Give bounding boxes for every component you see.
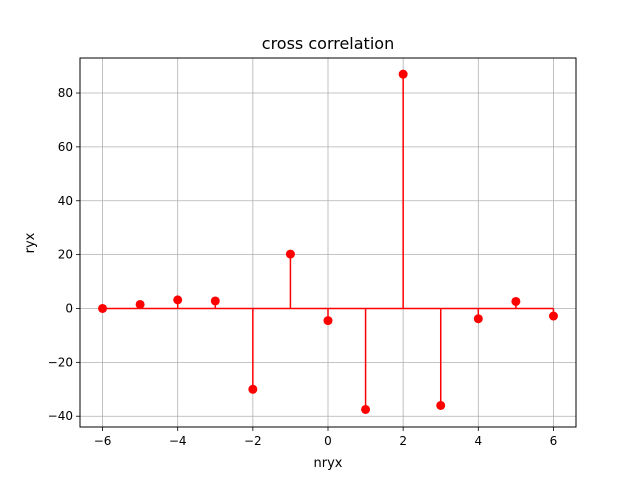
stem-marker [473, 314, 483, 324]
x-tick-label: 4 [474, 434, 482, 448]
stem-marker [248, 384, 258, 394]
chart-title: cross correlation [262, 34, 394, 53]
stem-marker [436, 400, 446, 410]
stem-marker [135, 299, 145, 309]
stem-marker [511, 296, 521, 306]
y-axis-label: ryx [23, 232, 38, 253]
x-tick-label: 2 [399, 434, 407, 448]
y-tick-label: 40 [58, 194, 73, 208]
y-tick-label: 20 [58, 248, 73, 262]
stem-marker [548, 311, 558, 321]
y-tick-label: −40 [48, 409, 73, 423]
x-tick-label: 6 [550, 434, 558, 448]
stem-marker [361, 404, 371, 414]
y-tick-label: −20 [48, 355, 73, 369]
x-tick-label: −2 [244, 434, 262, 448]
stem-marker [210, 296, 220, 306]
stem-marker [323, 316, 333, 326]
y-tick-label: 0 [65, 301, 73, 315]
x-tick-label: −6 [94, 434, 112, 448]
x-ticks: −6 −4 −2 0 2 4 6 [94, 427, 558, 448]
stem-marker [285, 249, 295, 259]
y-tick-label: 60 [58, 140, 73, 154]
stem-marker [98, 303, 108, 313]
stem-marker [398, 69, 408, 79]
y-ticks: −40 −20 0 20 40 60 80 [48, 86, 80, 423]
markers [98, 69, 558, 414]
stem-marker [173, 295, 183, 305]
x-tick-label: −4 [169, 434, 187, 448]
x-axis-label: nryx [314, 456, 343, 471]
y-tick-label: 80 [58, 86, 73, 100]
x-tick-label: 0 [324, 434, 332, 448]
